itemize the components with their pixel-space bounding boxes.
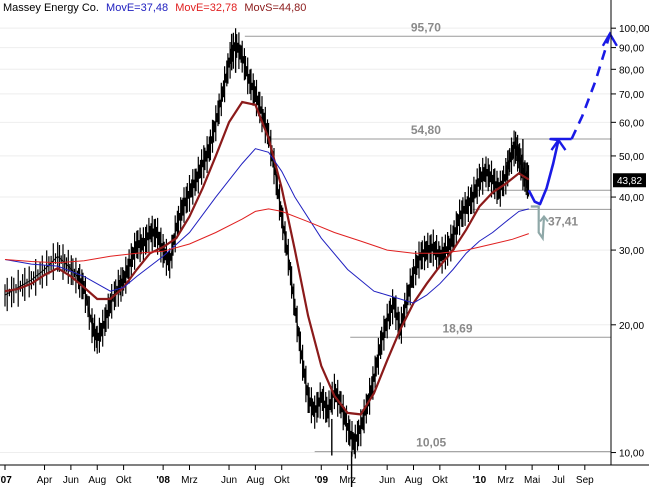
forecast-gray-arrowhead xyxy=(539,214,549,223)
title-move-1: MovE=37,48 xyxy=(106,2,168,14)
y-tick-label: 100,00 xyxy=(619,24,649,35)
x-tick-label: Mrz xyxy=(497,475,514,486)
forecast-gray-path xyxy=(530,205,546,242)
level-label: 54,80 xyxy=(411,123,441,137)
y-tick-label: 30,00 xyxy=(619,246,644,257)
x-tick-label: '10 xyxy=(473,475,487,486)
y-tick-label: 70,00 xyxy=(619,90,644,101)
y-tick-label: 60,00 xyxy=(619,118,644,129)
forecast-arrowhead xyxy=(550,137,567,151)
current-price-box xyxy=(613,173,646,188)
x-tick-label: Mai xyxy=(524,475,540,486)
y-tick-label: 50,00 xyxy=(619,152,644,163)
chart-grid xyxy=(0,27,611,454)
x-tick-label: Okt xyxy=(274,475,290,486)
x-tick-label: Mrz xyxy=(339,475,356,486)
title-company: Massey Energy Co. xyxy=(3,2,99,14)
title-move-2: MovE=32,78 xyxy=(175,2,237,14)
x-tick-label: '08 xyxy=(156,475,170,486)
y-axis-ticks: 100,00 90,00 80,00 70,00 60,00 50,00 40,00 30,0… xyxy=(611,24,649,460)
level-label: 37,41 xyxy=(548,214,578,228)
level-label: 10,05 xyxy=(416,436,446,450)
y-tick-label: 40,00 xyxy=(619,193,644,204)
chart-axes xyxy=(0,0,649,466)
moving-averages xyxy=(4,100,530,416)
x-tick-label: '07 xyxy=(0,475,12,486)
moving-average-line xyxy=(4,208,529,264)
x-tick-label: Jun xyxy=(379,475,395,486)
x-tick-label: Aug xyxy=(246,475,264,486)
y-tick-label: 20,00 xyxy=(619,321,644,332)
level-label: 95,70 xyxy=(411,20,441,34)
x-tick-label: Mrz xyxy=(181,475,198,486)
forecast-solid-path xyxy=(527,137,572,206)
current-price-label: 43,82 xyxy=(617,176,642,187)
x-tick-label: Jul xyxy=(552,475,565,486)
x-tick-label: Aug xyxy=(88,475,106,486)
x-tick-label: Apr xyxy=(37,475,53,486)
price-line xyxy=(4,42,529,445)
forecast-arrows xyxy=(527,31,618,242)
x-tick-label: Jun xyxy=(221,475,237,486)
level-label: 18,69 xyxy=(443,321,473,335)
x-tick-label: '09 xyxy=(315,475,329,486)
price-series xyxy=(4,28,530,487)
moving-average-line xyxy=(4,100,530,416)
x-tick-label: Okt xyxy=(116,475,132,486)
y-tick-label: 90,00 xyxy=(619,44,644,55)
x-tick-label: Jun xyxy=(63,475,79,486)
forecast-dashed-arrowhead xyxy=(601,31,618,47)
x-axis-ticks: '07 Apr Jun Aug Okt '08 Mrz Jun Aug Okt '09 Mrz Jun A… xyxy=(0,465,594,486)
title-movs: MovS=44,80 xyxy=(244,2,306,14)
forecast-dashed-path xyxy=(570,33,612,140)
moving-average-line xyxy=(4,148,529,304)
x-tick-label: Aug xyxy=(405,475,423,486)
y-tick-label: 10,00 xyxy=(619,449,644,460)
y-tick-label: 80,00 xyxy=(619,65,644,76)
current-price-marker: 43,82 xyxy=(613,173,646,188)
x-tick-label: Sep xyxy=(576,475,594,486)
chart-title: Massey Energy Co. MovE=37,48 MovE=32,78 … xyxy=(3,2,306,14)
x-tick-label: Okt xyxy=(432,475,448,486)
